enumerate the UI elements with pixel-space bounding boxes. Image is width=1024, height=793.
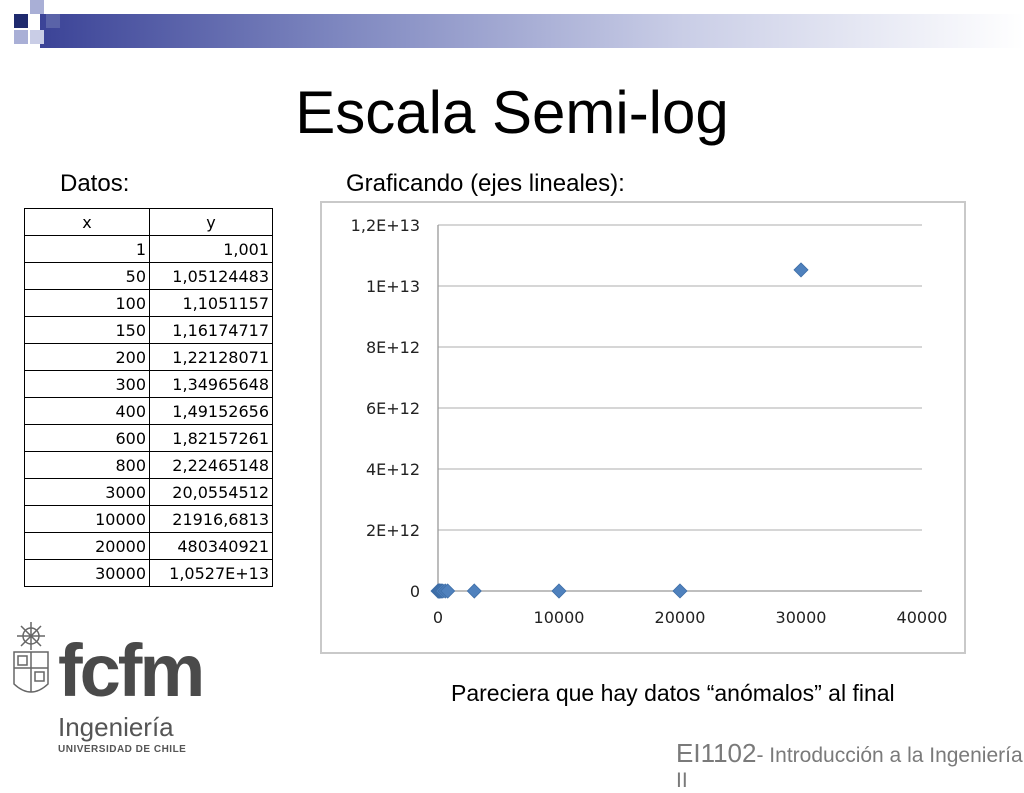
cell-x: 400: [24, 397, 150, 425]
table-row: 300 1,34965648: [24, 370, 273, 398]
cell-y: 1,34965648: [149, 370, 273, 398]
university-seal-icon: [13, 622, 49, 693]
data-table: x y 1 1,001 50 1,05124483 100 1,1051157 150 1,161…: [24, 208, 273, 587]
header-y: y: [149, 208, 273, 236]
cell-x: 20000: [24, 532, 150, 560]
data-point: [440, 583, 456, 599]
y-tick-label: 2E+12: [366, 521, 420, 540]
fcfm-logo: fcfm: [58, 629, 205, 712]
data-point: [551, 583, 567, 599]
cell-y: 1,1051157: [149, 289, 273, 317]
ingenieria-logo-text: Ingeniería: [58, 712, 174, 742]
cell-x: 50: [24, 262, 150, 290]
x-tick-label: 20000: [655, 608, 706, 627]
x-tick-label: 40000: [897, 608, 948, 627]
table-row: 100 1,1051157: [24, 289, 273, 317]
table-row: 400 1,49152656: [24, 397, 273, 425]
cell-y: 1,0527E+13: [149, 559, 273, 587]
table-row: 150 1,16174717: [24, 316, 273, 344]
table-row: 3000 20,0554512: [24, 478, 273, 506]
cell-y: 1,16174717: [149, 316, 273, 344]
anomaly-note: Pareciera que hay datos “anómalos” al fi…: [451, 680, 895, 706]
y-tick-label: 6E+12: [366, 399, 420, 418]
cell-x: 30000: [24, 559, 150, 587]
decor-square-light: [30, 0, 44, 14]
table-row: 200 1,22128071: [24, 343, 273, 371]
cell-x: 800: [24, 451, 150, 479]
cell-x: 300: [24, 370, 150, 398]
y-tick-label: 1,2E+13: [351, 216, 420, 235]
x-tick-label: 30000: [776, 608, 827, 627]
x-tick-label: 0: [433, 608, 443, 627]
cell-x: 10000: [24, 505, 150, 533]
cell-x: 600: [24, 424, 150, 452]
decor-square-light-2: [30, 30, 44, 44]
cell-x: 100: [24, 289, 150, 317]
graficando-label: Graficando (ejes lineales):: [346, 170, 625, 197]
cell-x: 1: [24, 235, 150, 263]
table-row: 600 1,82157261: [24, 424, 273, 452]
table-row: 800 2,22465148: [24, 451, 273, 479]
cell-y: 480340921: [149, 532, 273, 560]
y-tick-label: 0: [410, 582, 420, 601]
table-row: 50 1,05124483: [24, 262, 273, 290]
course-code: EI1102: [676, 738, 757, 768]
data-point: [793, 262, 809, 278]
course-footer: EI1102- Introducción a la Ingeniería II: [676, 738, 1024, 793]
y-tick-label: 1E+13: [366, 277, 420, 296]
x-tick-label: 10000: [534, 608, 585, 627]
table-row: 10000 21916,6813: [24, 505, 273, 533]
cell-y: 1,22128071: [149, 343, 273, 371]
header-decoration: [0, 0, 1024, 52]
table-row: 1 1,001: [24, 235, 273, 263]
cell-y: 1,001: [149, 235, 273, 263]
cell-y: 1,05124483: [149, 262, 273, 290]
header-x: x: [24, 208, 150, 236]
decor-square-mid: [46, 14, 60, 28]
cell-y: 1,49152656: [149, 397, 273, 425]
chart-svg: 0 2E+12 4E+12 6E+12 8E+12 1E+13 1,2E+13 0 10000 2…: [351, 216, 948, 627]
scatter-chart: 0 2E+12 4E+12 6E+12 8E+12 1E+13 1,2E+13 0 10000 2…: [320, 201, 966, 654]
data-point: [466, 583, 482, 599]
slide-title: Escala Semi-log: [295, 79, 729, 146]
cell-y: 20,0554512: [149, 478, 273, 506]
cell-x: 200: [24, 343, 150, 371]
universidad-logo-text: UNIVERSIDAD DE CHILE: [58, 744, 187, 755]
y-tick-label: 4E+12: [366, 460, 420, 479]
data-point: [672, 583, 688, 599]
cell-x: 3000: [24, 478, 150, 506]
cell-x: 150: [24, 316, 150, 344]
cell-y: 1,82157261: [149, 424, 273, 452]
cell-y: 21916,6813: [149, 505, 273, 533]
header-gradient-bar: [40, 14, 1024, 48]
y-tick-label: 8E+12: [366, 338, 420, 357]
decor-square-dark: [14, 14, 28, 28]
table-row: 30000 1,0527E+13: [24, 559, 273, 587]
cell-y: 2,22465148: [149, 451, 273, 479]
table-row: 20000 480340921: [24, 532, 273, 560]
datos-label: Datos:: [60, 170, 130, 197]
decor-square-dark-2: [14, 30, 28, 44]
